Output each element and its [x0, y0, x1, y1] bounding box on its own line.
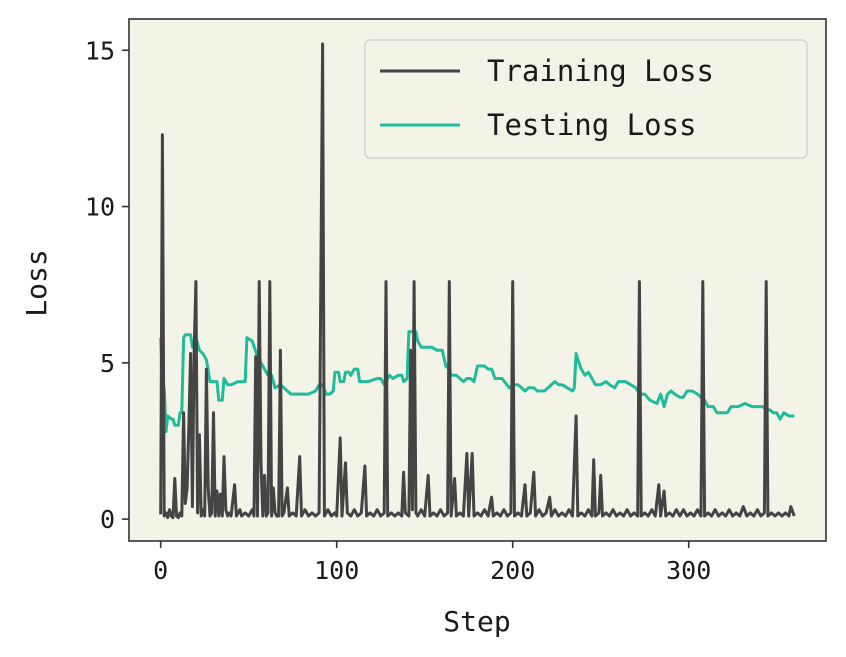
legend: Training Loss Testing Loss — [364, 39, 808, 159]
y-axis: 0 5 10 15 — [85, 36, 129, 534]
x-axis-label: Step — [443, 605, 510, 638]
y-tick-label: 15 — [85, 36, 115, 65]
series-line-training-loss — [159, 42, 796, 520]
x-axis: 0 100 200 300 — [153, 541, 711, 585]
x-tick-label: 100 — [314, 556, 359, 585]
x-tick-label: 200 — [490, 556, 535, 585]
plot-frame — [128, 18, 827, 542]
legend-label-training: Training Loss — [487, 54, 714, 88]
y-axis-label: Loss — [20, 249, 53, 316]
legend-label-testing: Testing Loss — [487, 108, 697, 142]
legend-box — [364, 39, 808, 159]
y-tick-label: 10 — [85, 193, 115, 222]
y-tick-label: 0 — [100, 505, 115, 534]
x-tick-label: 0 — [153, 556, 168, 585]
series-layer — [159, 42, 796, 520]
y-tick-label: 5 — [100, 349, 115, 378]
x-tick-label: 300 — [666, 556, 711, 585]
